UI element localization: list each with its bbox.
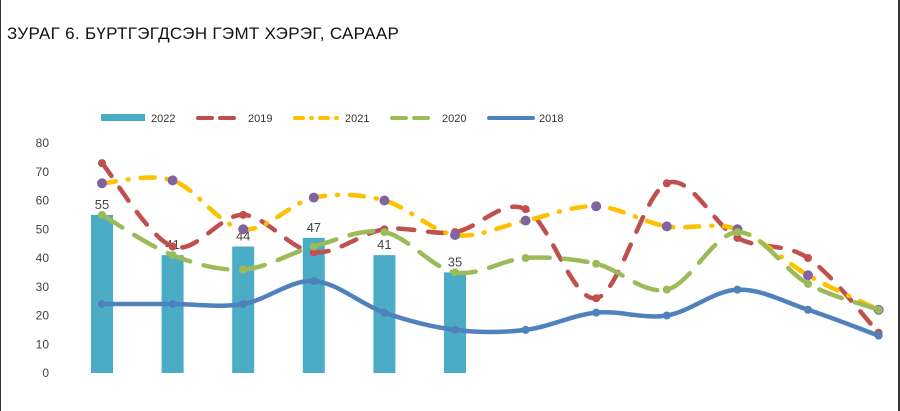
- point-2018: [521, 325, 530, 334]
- point-2020: [451, 268, 459, 277]
- point-2020: [592, 259, 601, 268]
- y-tick-label: 40: [36, 251, 50, 265]
- bar-2022: [444, 272, 466, 373]
- point-2019: [168, 242, 177, 251]
- legend-swatch-2022: [101, 114, 145, 121]
- data-label: 41: [377, 237, 391, 252]
- point-2018: [239, 300, 248, 308]
- bar-2022: [161, 255, 184, 373]
- point-2018: [733, 285, 742, 294]
- point-2020: [662, 285, 671, 294]
- y-tick-label: 10: [36, 337, 50, 351]
- point-2018: [380, 308, 389, 317]
- line-2021: [99, 175, 881, 312]
- point-2019: [733, 233, 742, 242]
- point-2019: [239, 210, 248, 219]
- legend-label-2018: 2018: [539, 113, 563, 125]
- point-2018: [451, 325, 459, 334]
- y-tick-label: 0: [42, 366, 49, 380]
- legend-label-2019: 2019: [248, 113, 272, 125]
- legend-label-2021: 2021: [345, 113, 369, 125]
- point-2020: [309, 242, 318, 251]
- legend-label-2022: 2022: [151, 113, 175, 125]
- point-2020: [733, 228, 742, 237]
- point-2019: [309, 248, 318, 257]
- point-2020: [98, 210, 106, 219]
- data-label: 47: [307, 220, 321, 235]
- point-2020: [521, 254, 530, 262]
- point-2020: [874, 305, 883, 314]
- y-tick-label: 50: [36, 222, 50, 236]
- point-2021: [238, 224, 249, 235]
- point-2021: [379, 195, 390, 206]
- point-2018: [874, 331, 883, 340]
- point-2020: [804, 279, 812, 288]
- point-2019: [592, 294, 601, 303]
- line-2020: [99, 212, 881, 312]
- y-tick-label: 20: [36, 309, 50, 323]
- legend-label-2020: 2020: [442, 113, 466, 125]
- point-2021: [803, 270, 813, 281]
- point-2019: [521, 205, 530, 214]
- point-2018: [662, 311, 671, 320]
- bar-2022: [302, 237, 325, 373]
- point-2018: [309, 277, 318, 285]
- point-2018: [592, 308, 601, 317]
- y-tick-label: 60: [36, 194, 50, 208]
- point-2018: [168, 300, 177, 308]
- point-2021: [661, 221, 672, 232]
- point-2021: [97, 178, 107, 189]
- bar-2022: [232, 246, 255, 373]
- y-tick-label: 30: [36, 280, 50, 294]
- point-2021: [591, 201, 602, 212]
- point-2020: [239, 265, 248, 274]
- point-2019: [804, 254, 812, 262]
- point-2018: [98, 300, 106, 308]
- point-2019: [662, 179, 671, 188]
- point-2020: [380, 228, 389, 237]
- y-tick-label: 70: [36, 165, 50, 179]
- point-2021: [450, 230, 460, 240]
- point-2021: [167, 175, 178, 186]
- point-2018: [804, 305, 812, 314]
- point-2021: [308, 192, 319, 203]
- data-label: 55: [95, 197, 109, 212]
- data-label: 35: [448, 254, 462, 269]
- point-2019: [98, 159, 106, 168]
- y-tick-label: 80: [36, 136, 50, 150]
- point-2021: [520, 215, 531, 226]
- line-2018: [99, 278, 881, 338]
- chart-title: ЗУРАГ 6. БҮРТГЭГДСЭН ГЭМТ ХЭРЭГ, САРААР: [7, 24, 400, 43]
- bar-2022: [91, 214, 113, 373]
- point-2020: [168, 251, 177, 260]
